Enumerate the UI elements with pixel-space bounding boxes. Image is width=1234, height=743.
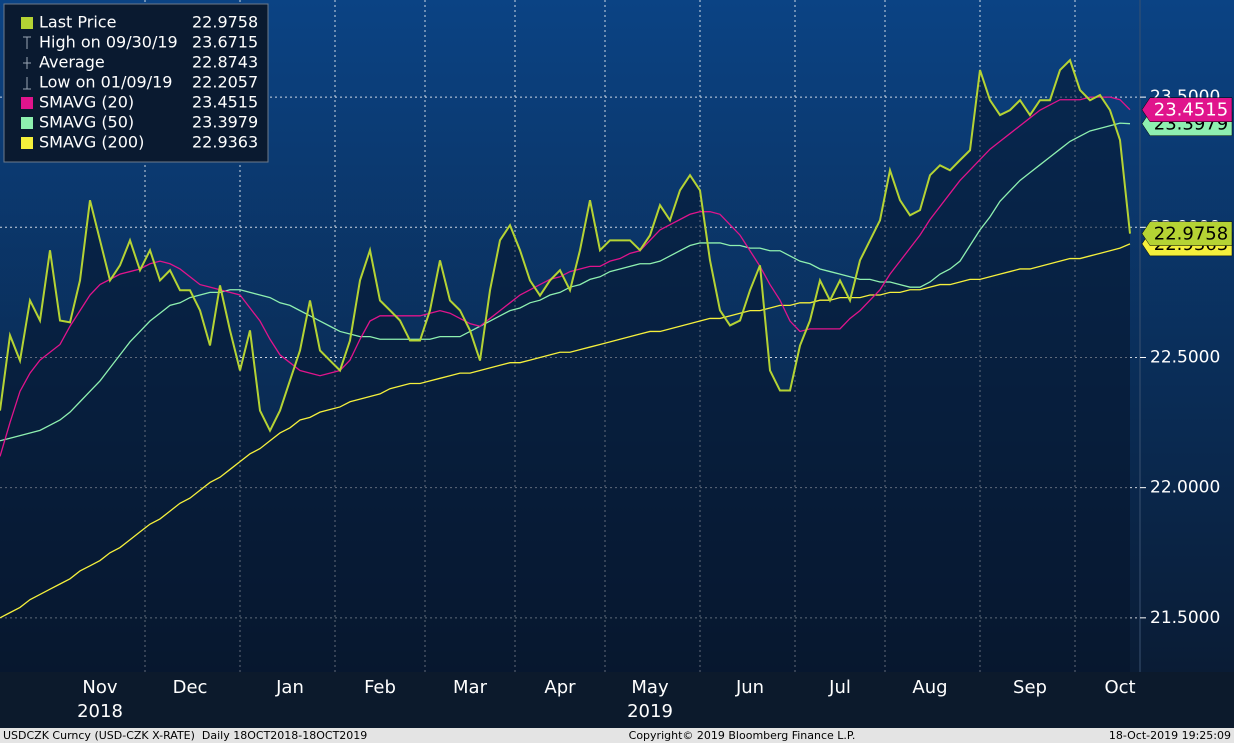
x-group-label: 2019 bbox=[627, 701, 673, 722]
legend-label: SMAVG (200) bbox=[39, 133, 144, 152]
legend-value: 22.8743 bbox=[192, 53, 258, 72]
x-group-label: 2018 bbox=[77, 701, 123, 722]
series-line bbox=[0, 122, 1131, 442]
legend-swatch bbox=[21, 137, 33, 149]
x-tick-label: Jun bbox=[735, 677, 764, 698]
legend-value: 23.4515 bbox=[192, 93, 258, 112]
x-tick-label: Jul bbox=[828, 677, 851, 698]
x-tick-label: Mar bbox=[453, 677, 488, 698]
legend-label: SMAVG (20) bbox=[39, 93, 134, 112]
footer-center: Copyright© 2019 Bloomberg Finance L.P. bbox=[629, 729, 856, 742]
x-tick-label: Aug bbox=[912, 677, 947, 698]
x-tick-label: Jan bbox=[275, 677, 304, 698]
legend-swatch bbox=[21, 97, 33, 109]
y-tick-label: 21.5000 bbox=[1150, 608, 1220, 628]
plot bbox=[0, 58, 1131, 673]
legend-label: High on 09/30/19 bbox=[39, 33, 178, 52]
legend-label: Average bbox=[39, 53, 105, 72]
x-tick-label: Oct bbox=[1104, 677, 1135, 698]
last-value-tag bbox=[1141, 221, 1233, 246]
legend-box bbox=[3, 3, 269, 163]
x-tick-label: Sep bbox=[1013, 677, 1047, 698]
legend-value: 22.9363 bbox=[192, 133, 258, 152]
legend-value: 22.9758 bbox=[192, 13, 258, 32]
series-line bbox=[0, 96, 1131, 457]
legend-label: SMAVG (50) bbox=[39, 113, 134, 132]
footer-left: USDCZK Curncy (USD-CZK X-RATE) Daily 18O… bbox=[3, 729, 367, 742]
x-tick-label: Feb bbox=[364, 677, 396, 698]
legend-swatch bbox=[21, 117, 33, 129]
legend: Last Price 22.9758 High on 09/30/19 23.6715… bbox=[3, 3, 269, 163]
x-tick-label: May bbox=[631, 677, 669, 698]
last-value-tag bbox=[1141, 97, 1233, 122]
x-axis-background bbox=[0, 672, 1234, 728]
x-tick-label: Nov bbox=[82, 677, 117, 698]
y-tick-label: 22.5000 bbox=[1150, 347, 1220, 367]
footer-bar bbox=[0, 728, 1234, 743]
price-area bbox=[0, 60, 1130, 673]
x-tick-label: Apr bbox=[544, 677, 576, 698]
last-value-label: 23.4515 bbox=[1154, 100, 1228, 121]
legend-value: 23.3979 bbox=[192, 113, 258, 132]
legend-label: Last Price bbox=[39, 13, 116, 32]
series-line bbox=[0, 58, 1131, 433]
legend-value: 22.2057 bbox=[192, 73, 258, 92]
legend-label: Low on 01/09/19 bbox=[39, 73, 172, 92]
y-tick-label: 22.0000 bbox=[1150, 478, 1220, 498]
x-tick-label: Dec bbox=[173, 677, 208, 698]
axes: 21.500022.000022.500023.000023.5000NovDe… bbox=[77, 87, 1233, 722]
legend-value: 23.6715 bbox=[192, 33, 258, 52]
footer-right: 18-Oct-2019 19:25:09 bbox=[1109, 729, 1231, 742]
series-line bbox=[0, 243, 1131, 619]
last-value-label: 22.9758 bbox=[1154, 224, 1228, 245]
legend-swatch bbox=[21, 17, 33, 29]
